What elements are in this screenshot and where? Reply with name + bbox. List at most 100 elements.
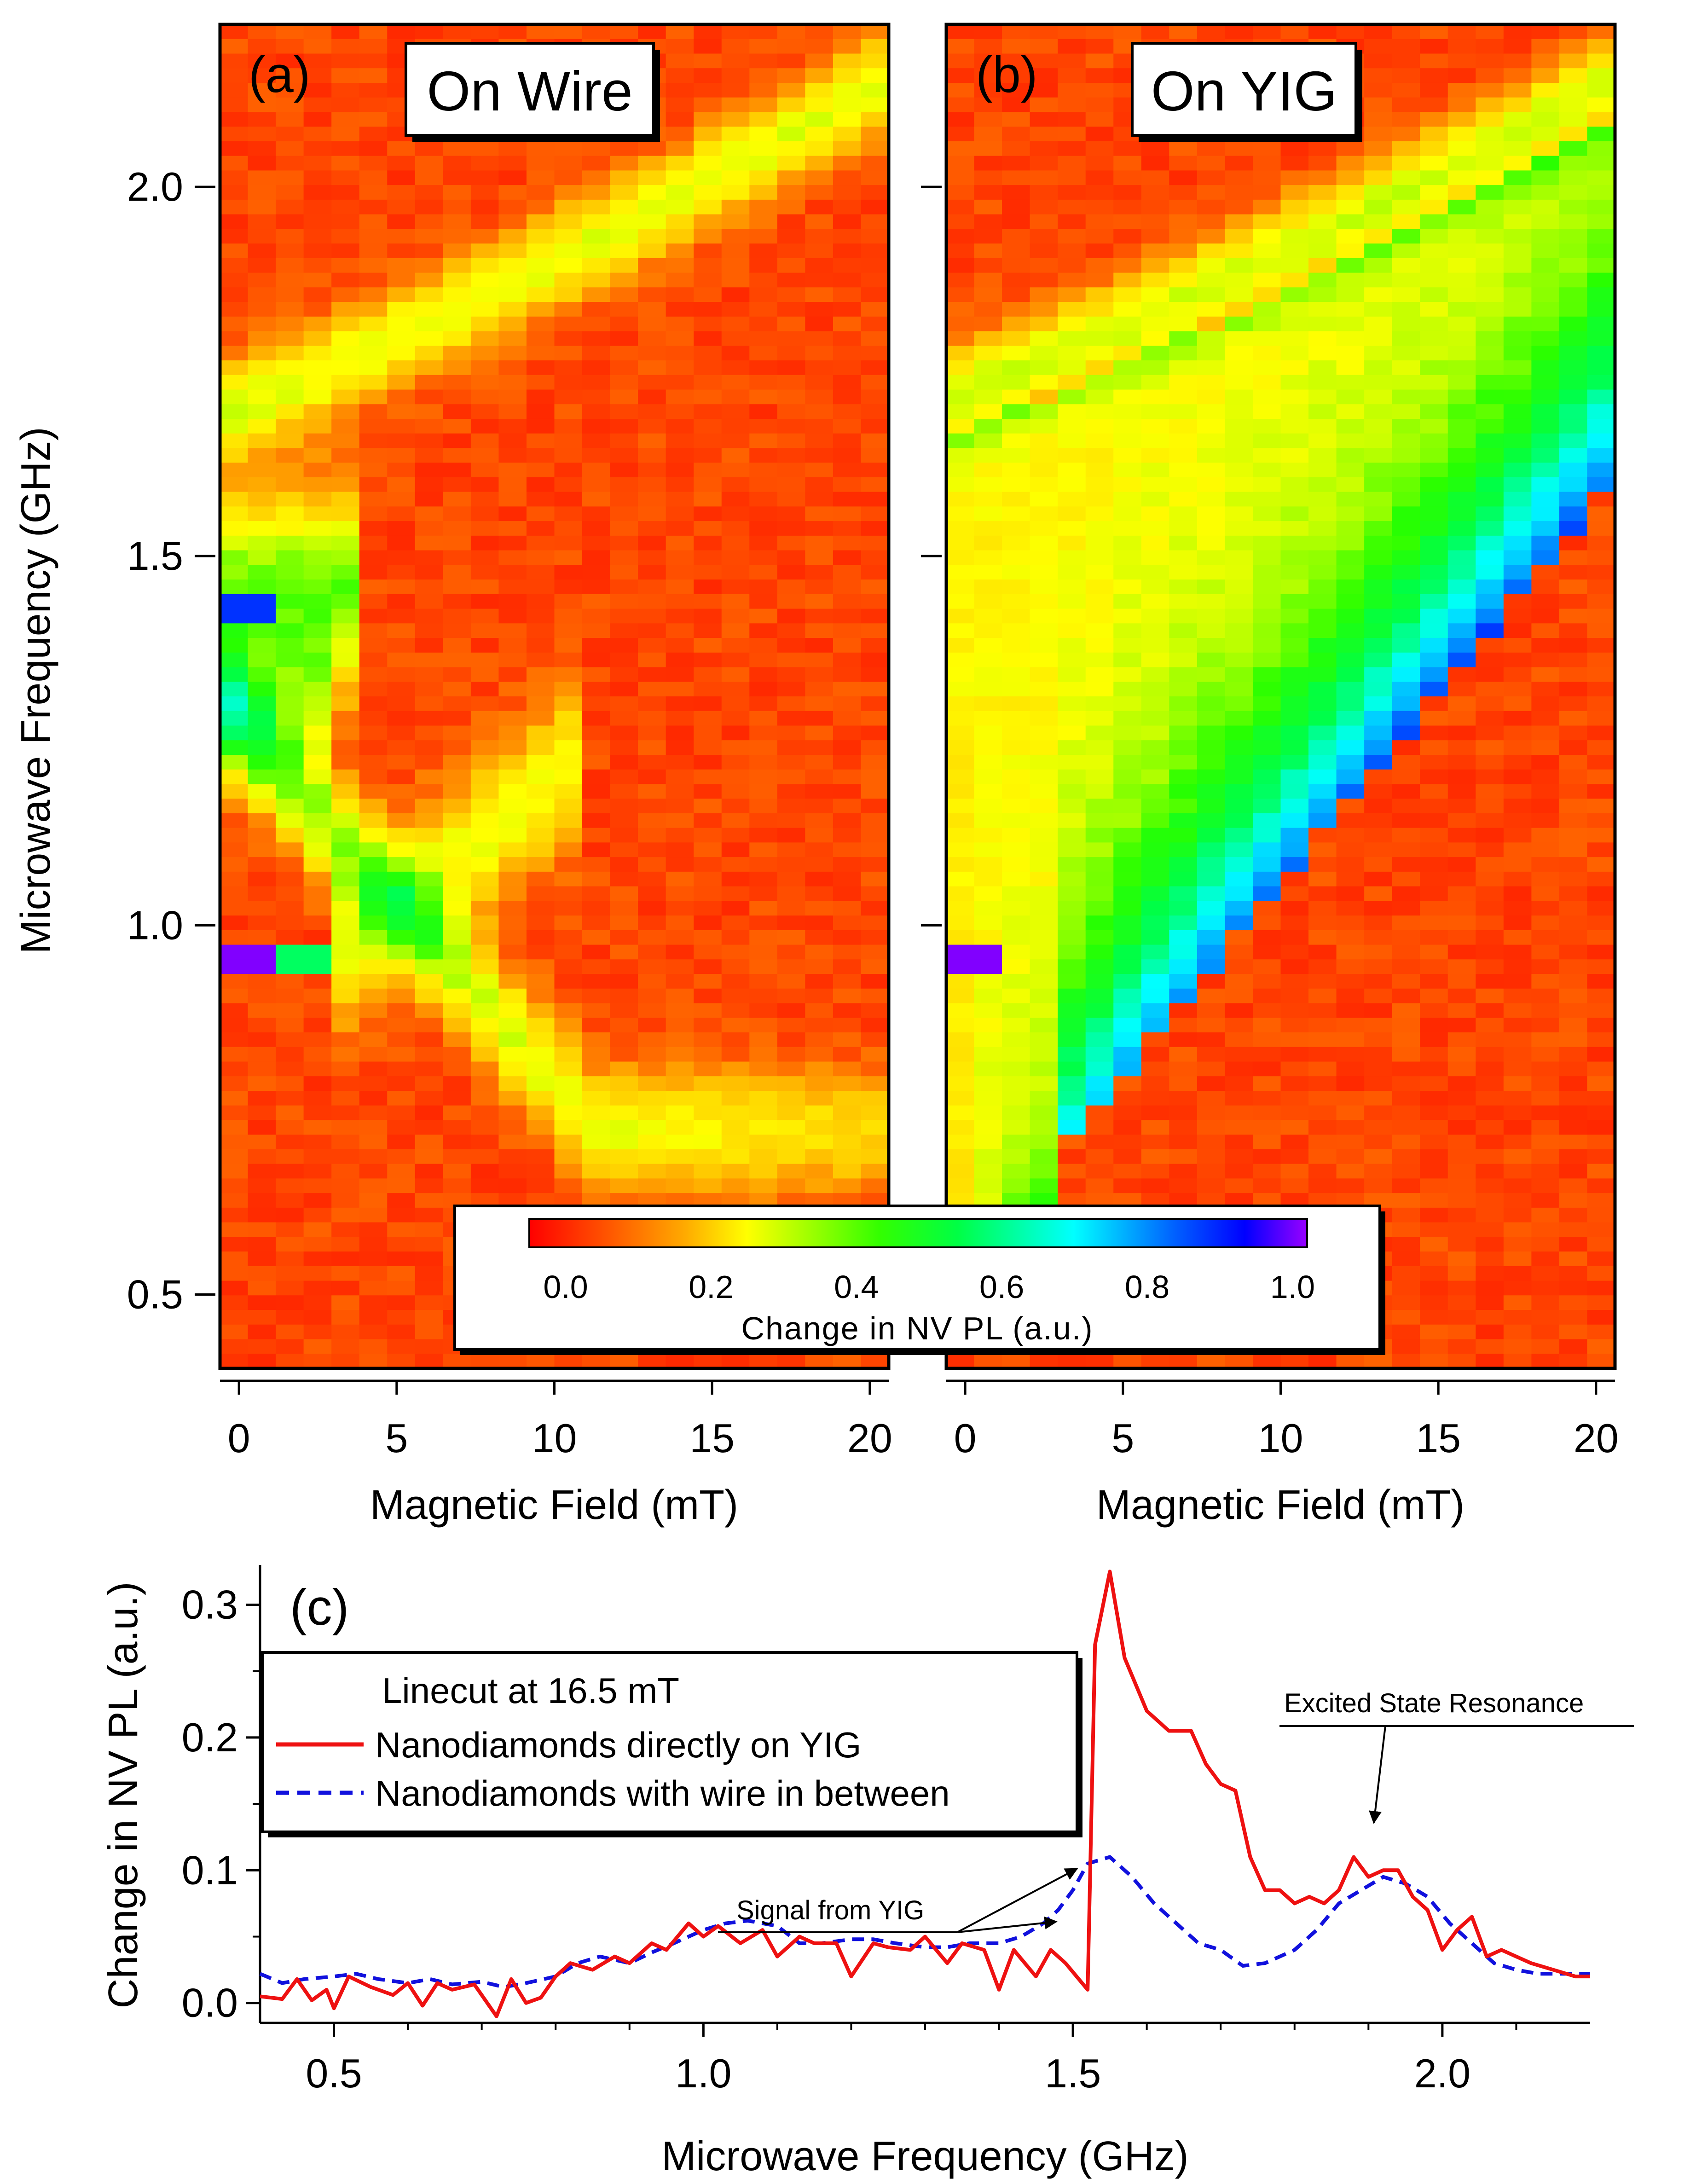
heatmap-cell [1030, 287, 1058, 302]
heatmap-cell [276, 886, 304, 901]
heatmap-cell [526, 886, 555, 901]
heatmap-cell [220, 725, 249, 741]
heatmap-cell [1225, 521, 1253, 536]
heatmap-cell [443, 418, 471, 434]
y-tick-label: 0.0 [182, 1980, 238, 2026]
heatmap-cell [1476, 740, 1504, 755]
heatmap-cell [248, 127, 276, 142]
heatmap-cell [220, 448, 249, 463]
heatmap-cell [1503, 375, 1532, 390]
heatmap-cell [303, 1164, 332, 1179]
heatmap-cell [248, 199, 276, 215]
heatmap-cell [1252, 769, 1281, 785]
heatmap-cell [1392, 608, 1420, 624]
heatmap-cell [554, 346, 583, 361]
heatmap-cell [1085, 988, 1114, 1004]
heatmap-cell [1197, 506, 1226, 521]
heatmap-cell [946, 39, 975, 54]
heatmap-cell [387, 418, 416, 434]
heatmap-cell [1447, 287, 1476, 302]
heatmap-cell [833, 477, 862, 492]
heatmap-cell [1225, 404, 1253, 419]
heatmap-cell [359, 652, 388, 668]
heatmap-cell [415, 521, 443, 536]
heatmap-cell [1503, 287, 1532, 302]
heatmap-cell [331, 258, 360, 273]
heatmap-cell [1503, 638, 1532, 653]
heatmap-cell [1113, 623, 1142, 638]
heatmap-cell [387, 24, 416, 40]
heatmap-cell [470, 784, 499, 799]
heatmap-cell [1280, 1354, 1309, 1369]
heatmap-cell [721, 740, 750, 755]
heatmap-cell [526, 550, 555, 565]
heatmap-cell [946, 1164, 975, 1179]
heatmap-cell [359, 638, 388, 653]
heatmap-cell [276, 229, 304, 244]
heatmap-cell [415, 1295, 443, 1310]
heatmap-cell [833, 170, 862, 185]
heatmap-cell [1252, 331, 1281, 346]
heatmap-cell [526, 521, 555, 536]
heatmap-cell [1503, 1047, 1532, 1062]
heatmap-cell [1308, 448, 1337, 463]
heatmap-cell [498, 272, 527, 288]
heatmap-cell [359, 229, 388, 244]
heatmap-cell [470, 696, 499, 712]
heatmap-cell [1030, 1164, 1058, 1179]
heatmap-cell [610, 799, 638, 814]
heatmap-cell [1308, 258, 1337, 273]
heatmap-cell [861, 813, 889, 828]
heatmap-cell [554, 1149, 583, 1164]
heatmap-cell [331, 974, 360, 989]
heatmap-cell [666, 404, 694, 419]
heatmap-cell [1252, 711, 1281, 726]
heatmap-cell [1531, 638, 1560, 653]
heatmap-cell [387, 944, 416, 960]
heatmap-cell [470, 769, 499, 785]
heatmap-cell [1476, 667, 1504, 682]
heatmap-cell [1531, 1178, 1560, 1193]
heatmap-cell [1141, 652, 1169, 668]
heatmap-cell [554, 784, 583, 799]
heatmap-cell [1141, 857, 1169, 872]
heatmap-cell [610, 433, 638, 449]
heatmap-cell [331, 930, 360, 945]
heatmap-cell [1476, 828, 1504, 843]
heatmap-cell [666, 316, 694, 332]
heatmap-cell [974, 112, 1002, 127]
heatmap-cell [833, 1105, 862, 1121]
heatmap-cell [1503, 404, 1532, 419]
heatmap-cell [946, 901, 975, 916]
heatmap-cell [498, 886, 527, 901]
heatmap-cell [1476, 915, 1504, 931]
heatmap-cell [276, 1061, 304, 1077]
heatmap-cell [610, 1354, 638, 1369]
heatmap-cell [1420, 1018, 1448, 1033]
heatmap-cell [303, 842, 332, 857]
heatmap-cell [415, 930, 443, 945]
heatmap-cell [666, 828, 694, 843]
heatmap-cell [1030, 346, 1058, 361]
heatmap-cell [470, 506, 499, 521]
heatmap-cell [974, 448, 1002, 463]
heatmap-cell [1364, 842, 1393, 857]
heatmap-cell [387, 930, 416, 945]
heatmap-cell [974, 725, 1002, 741]
heatmap-cell [946, 725, 975, 741]
heatmap-cell [694, 1120, 722, 1135]
heatmap-cell [248, 1018, 276, 1033]
heatmap-cell [1085, 477, 1114, 492]
heatmap-cell [974, 623, 1002, 638]
heatmap-cell [582, 448, 611, 463]
heatmap-cell [470, 316, 499, 332]
heatmap-cell [974, 959, 1002, 974]
heatmap-cell [1308, 930, 1337, 945]
heatmap-cell [1085, 857, 1114, 872]
heatmap-cell [220, 1003, 249, 1018]
heatmap-cell [721, 1354, 750, 1369]
heatmap-cell [833, 302, 862, 317]
heatmap-cell [1476, 1135, 1504, 1150]
heatmap-cell [749, 930, 778, 945]
heatmap-cell [694, 550, 722, 565]
